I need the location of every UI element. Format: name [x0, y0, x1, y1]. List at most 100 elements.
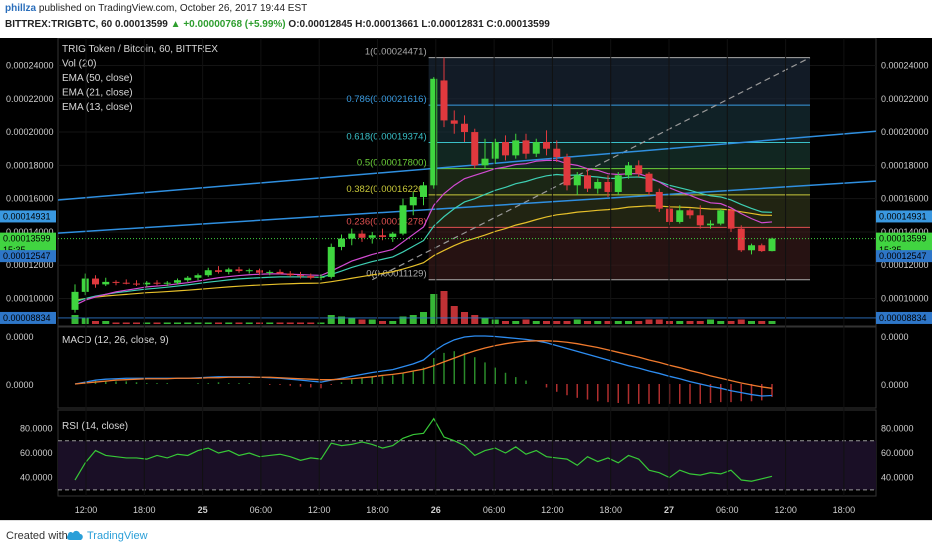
- upper-trend-line: [57, 130, 877, 201]
- legend-entry: EMA (13, close): [62, 102, 133, 113]
- volume-bar: [235, 322, 243, 324]
- candle-body: [573, 175, 581, 186]
- price-tick-label-left: 0.00010000: [6, 294, 54, 304]
- price-tick-label-right: 0.00010000: [881, 294, 929, 304]
- time-tick-label: 27: [664, 505, 674, 515]
- macd-tick-label-left: 0.0000: [6, 380, 34, 390]
- time-tick-label: 12:00: [541, 505, 564, 515]
- candle-body: [563, 157, 571, 186]
- price-tag-left-label: 15:35: [3, 245, 26, 255]
- volume-bar: [358, 319, 366, 324]
- volume-bar: [307, 322, 315, 324]
- volume-bar: [143, 322, 151, 324]
- candle-body: [266, 271, 274, 273]
- candle-body: [655, 191, 663, 209]
- macd-signal-line: [74, 340, 773, 389]
- volume-bar: [184, 322, 192, 324]
- candle-body: [379, 235, 386, 237]
- candle-body: [143, 282, 151, 285]
- author-link[interactable]: phillza: [5, 3, 37, 14]
- volume-bar: [81, 318, 89, 324]
- volume-bar: [748, 321, 755, 324]
- price-tick-label-right: 0.00016000: [881, 194, 929, 204]
- volume-bar: [707, 319, 714, 324]
- fib-band: [428, 105, 810, 143]
- candle-body: [748, 245, 755, 251]
- candle-body: [584, 175, 591, 189]
- time-tick-label: 12:00: [75, 505, 98, 515]
- publish-info: published on TradingView.com, October 26…: [38, 3, 308, 14]
- symbol-name: BITTREX:TRIGBTC, 60: [5, 19, 113, 30]
- high-label: H:: [355, 19, 366, 30]
- volume-bar: [112, 322, 120, 324]
- ema13-line: [74, 159, 773, 306]
- candle-body: [102, 281, 110, 285]
- candle-body: [676, 210, 684, 222]
- volume-bar: [758, 321, 766, 324]
- price-change-value: +0.00000768 (+5.99%): [183, 19, 286, 30]
- candle-body: [245, 270, 253, 272]
- volume-bar: [676, 321, 684, 324]
- macd-pane: [57, 326, 877, 409]
- price-tag-right: [876, 311, 932, 324]
- price-tag-right: [876, 210, 932, 223]
- volume-bar: [286, 322, 294, 324]
- volume-bar: [737, 319, 745, 324]
- candle-body: [163, 282, 171, 284]
- volume-bar: [768, 321, 776, 324]
- price-tag-left: [0, 311, 56, 324]
- candle-body: [409, 196, 417, 206]
- volume-bar: [204, 322, 212, 324]
- chart-area[interactable]: 0.00024000 0.00024000 0.00022000 0.00022000…: [0, 38, 932, 520]
- low-label: L:: [421, 19, 431, 30]
- legend-entry: EMA (21, close): [62, 88, 133, 99]
- candle-body: [389, 233, 397, 237]
- price-tick-label-left: 0.00014000: [6, 227, 54, 237]
- fib-level-label: 0.786(0.00021616): [346, 94, 426, 105]
- price-tag-left-label: 0.00008834: [3, 313, 51, 323]
- volume-bar: [297, 322, 304, 324]
- volume-bar: [635, 321, 643, 324]
- price-tick-label-right: 0.00020000: [881, 127, 929, 137]
- volume-bar: [430, 294, 438, 324]
- last-price: 0.00013599: [115, 19, 168, 30]
- open-value: 0.00012845: [299, 19, 353, 30]
- candle-body: [122, 282, 130, 284]
- volume-bar: [543, 321, 550, 324]
- fib-level-label: 0(0.00011129): [366, 269, 426, 280]
- candle-body: [81, 278, 89, 292]
- price-tag-right: [876, 232, 932, 245]
- fib-level-label: 0.382(0.00016226): [346, 184, 426, 195]
- macd-legend: MACD (12, 26, close, 9): [62, 335, 169, 346]
- candle-body: [327, 246, 335, 277]
- price-tag-right-label: 0.00013599: [879, 234, 927, 244]
- candle-body: [297, 275, 304, 277]
- time-tick-label: 25: [198, 505, 208, 515]
- price-tick-label-right: 0.00024000: [881, 60, 929, 70]
- candle-body: [758, 245, 766, 252]
- time-tick-label: 06:00: [483, 505, 506, 515]
- candle-body: [225, 269, 233, 272]
- candle-body: [768, 238, 776, 252]
- candle-body: [614, 175, 622, 192]
- price-tick-label-left: 0.00018000: [6, 160, 54, 170]
- volume-bar: [614, 321, 622, 324]
- volume-bar: [102, 321, 110, 324]
- fib-level-label: 0.236(0.00014278): [346, 216, 426, 227]
- candle-body: [532, 142, 540, 154]
- volume-bar: [71, 315, 79, 324]
- price-tick-label-right: 0.00014000: [881, 227, 929, 237]
- volume-bar: [92, 321, 99, 324]
- low-value: 0.00012831: [430, 19, 484, 30]
- price-tick-label-right: 0.00018000: [881, 160, 929, 170]
- candle-body: [430, 78, 438, 186]
- fib-band: [428, 194, 810, 228]
- volume-bar: [440, 291, 448, 324]
- candle-body: [471, 132, 479, 166]
- chart-canvas[interactable]: 0.00024000 0.00024000 0.00022000 0.00022000…: [0, 38, 932, 520]
- tradingview-link[interactable]: TradingView: [87, 530, 148, 542]
- price-tag-right-label: 0.00014931: [879, 211, 927, 221]
- time-tick-label: 18:00: [366, 505, 389, 515]
- footer: Created with TradingView: [0, 520, 932, 551]
- open-label: O:: [288, 19, 300, 30]
